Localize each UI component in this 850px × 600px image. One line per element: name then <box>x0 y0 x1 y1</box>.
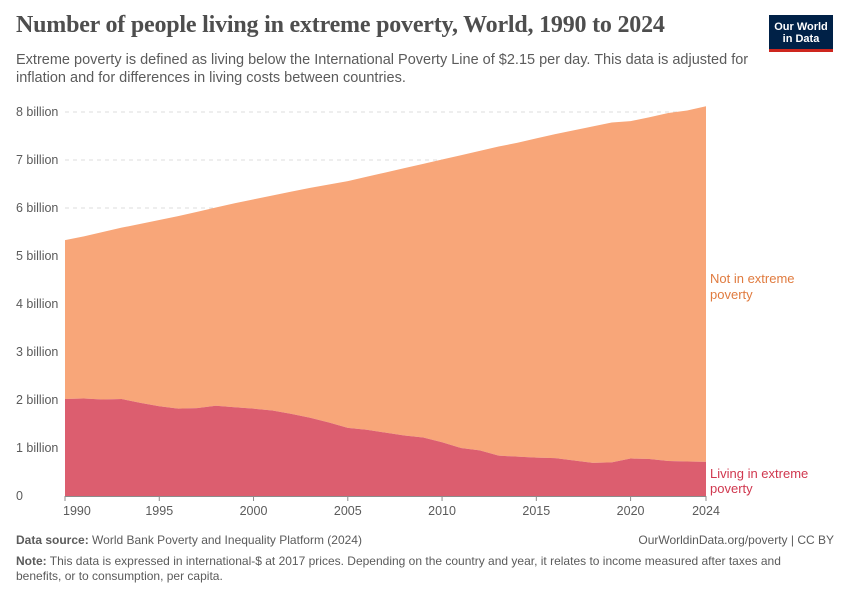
x-tick-label: 1990 <box>63 504 91 518</box>
x-tick-label: 2000 <box>240 504 268 518</box>
x-tick-label: 2010 <box>428 504 456 518</box>
y-tick-label: 5 billion <box>16 249 58 263</box>
chart-note: Note: This data is expressed in internat… <box>16 554 816 584</box>
y-tick-label: 2 billion <box>16 393 58 407</box>
x-tick-label: 2024 <box>692 504 720 518</box>
chart-areas <box>65 106 706 496</box>
source-url-link[interactable]: OurWorldinData.org/poverty | CC BY <box>638 533 834 547</box>
note-text: This data is expressed in international-… <box>16 554 781 583</box>
logo-line-2: in Data <box>782 33 820 45</box>
y-tick-label: 8 billion <box>16 105 58 119</box>
y-tick-label: 0 <box>16 489 23 503</box>
x-tick-label: 2020 <box>617 504 645 518</box>
y-tick-label: 4 billion <box>16 297 58 311</box>
label-living-in-extreme-poverty-line-2: poverty <box>710 481 753 496</box>
data-source-label: Data source: <box>16 533 89 547</box>
y-axis-ticks: 0 1 billion 2 billion 3 billion 4 billion 5 b… <box>16 105 58 503</box>
area-living-in-extreme-poverty[interactable] <box>65 398 706 496</box>
x-tick-label: 2005 <box>334 504 362 518</box>
y-tick-label: 7 billion <box>16 153 58 167</box>
area-chart: 0 1 billion 2 billion 3 billion 4 billion 5 b… <box>16 105 808 518</box>
x-tick-label: 1995 <box>145 504 173 518</box>
x-axis: 1990 1995 2000 2005 2010 2015 2020 2024 <box>63 496 720 518</box>
y-tick-label: 1 billion <box>16 441 58 455</box>
logo-line-1: Our World <box>774 21 828 33</box>
y-tick-label: 3 billion <box>16 345 58 359</box>
x-tick-label: 2015 <box>522 504 550 518</box>
chart-subtitle: Extreme poverty is defined as living bel… <box>16 52 749 86</box>
label-living-in-extreme-poverty-line-1: Living in extreme <box>710 466 808 481</box>
data-source: Data source: World Bank Poverty and Ineq… <box>16 533 362 547</box>
data-source-text: World Bank Poverty and Inequality Platfo… <box>92 533 362 547</box>
label-not-in-extreme-poverty-line-1: Not in extreme <box>710 271 795 286</box>
y-tick-label: 6 billion <box>16 201 58 215</box>
owid-logo[interactable]: Our World in Data <box>769 15 833 52</box>
chart-title: Number of people living in extreme pover… <box>16 12 665 38</box>
label-not-in-extreme-poverty-line-2: poverty <box>710 287 753 302</box>
area-not-in-extreme-poverty[interactable] <box>65 106 706 463</box>
note-label: Note: <box>16 554 47 568</box>
